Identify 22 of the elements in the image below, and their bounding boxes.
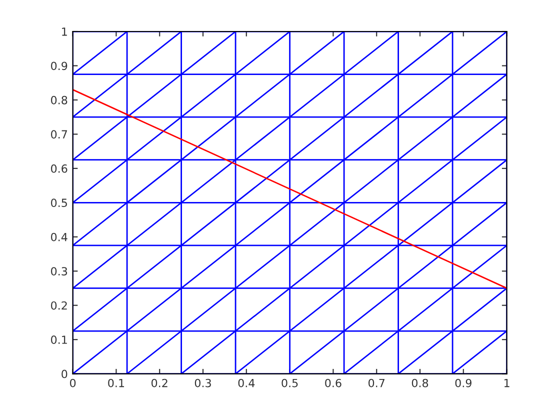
y-tick-label: 1 (62, 28, 67, 36)
x-tick-label: 0 (70, 378, 76, 388)
x-tick-label: 0.1 (108, 378, 124, 388)
y-tick-label: 0 (62, 370, 68, 378)
y-tick-label: 0.2 (51, 301, 67, 310)
y-tick-label: 0.9 (51, 62, 68, 70)
x-tick-label: 1 (504, 379, 510, 388)
x-tick-label: 0.9 (455, 378, 472, 388)
y-tick-label: 0.3 (51, 267, 68, 276)
y-tick-label: 0.7 (51, 130, 67, 139)
x-tick-label: 0.8 (412, 378, 428, 388)
x-tick-label: 0.7 (368, 378, 384, 388)
y-tick-label: 0.4 (51, 232, 68, 242)
x-tick-label: 0.6 (325, 378, 342, 388)
y-tick-label: 0.5 (51, 198, 67, 208)
x-tick-label: 0.2 (152, 378, 168, 388)
y-tick-label: 0.8 (51, 96, 68, 104)
x-tick-label: 0.5 (282, 378, 298, 388)
x-tick-label: 0.4 (238, 378, 255, 388)
y-tick-label: 0.1 (51, 336, 67, 344)
x-tick-label: 0.3 (194, 378, 211, 388)
y-tick-label: 0.6 (51, 164, 68, 173)
